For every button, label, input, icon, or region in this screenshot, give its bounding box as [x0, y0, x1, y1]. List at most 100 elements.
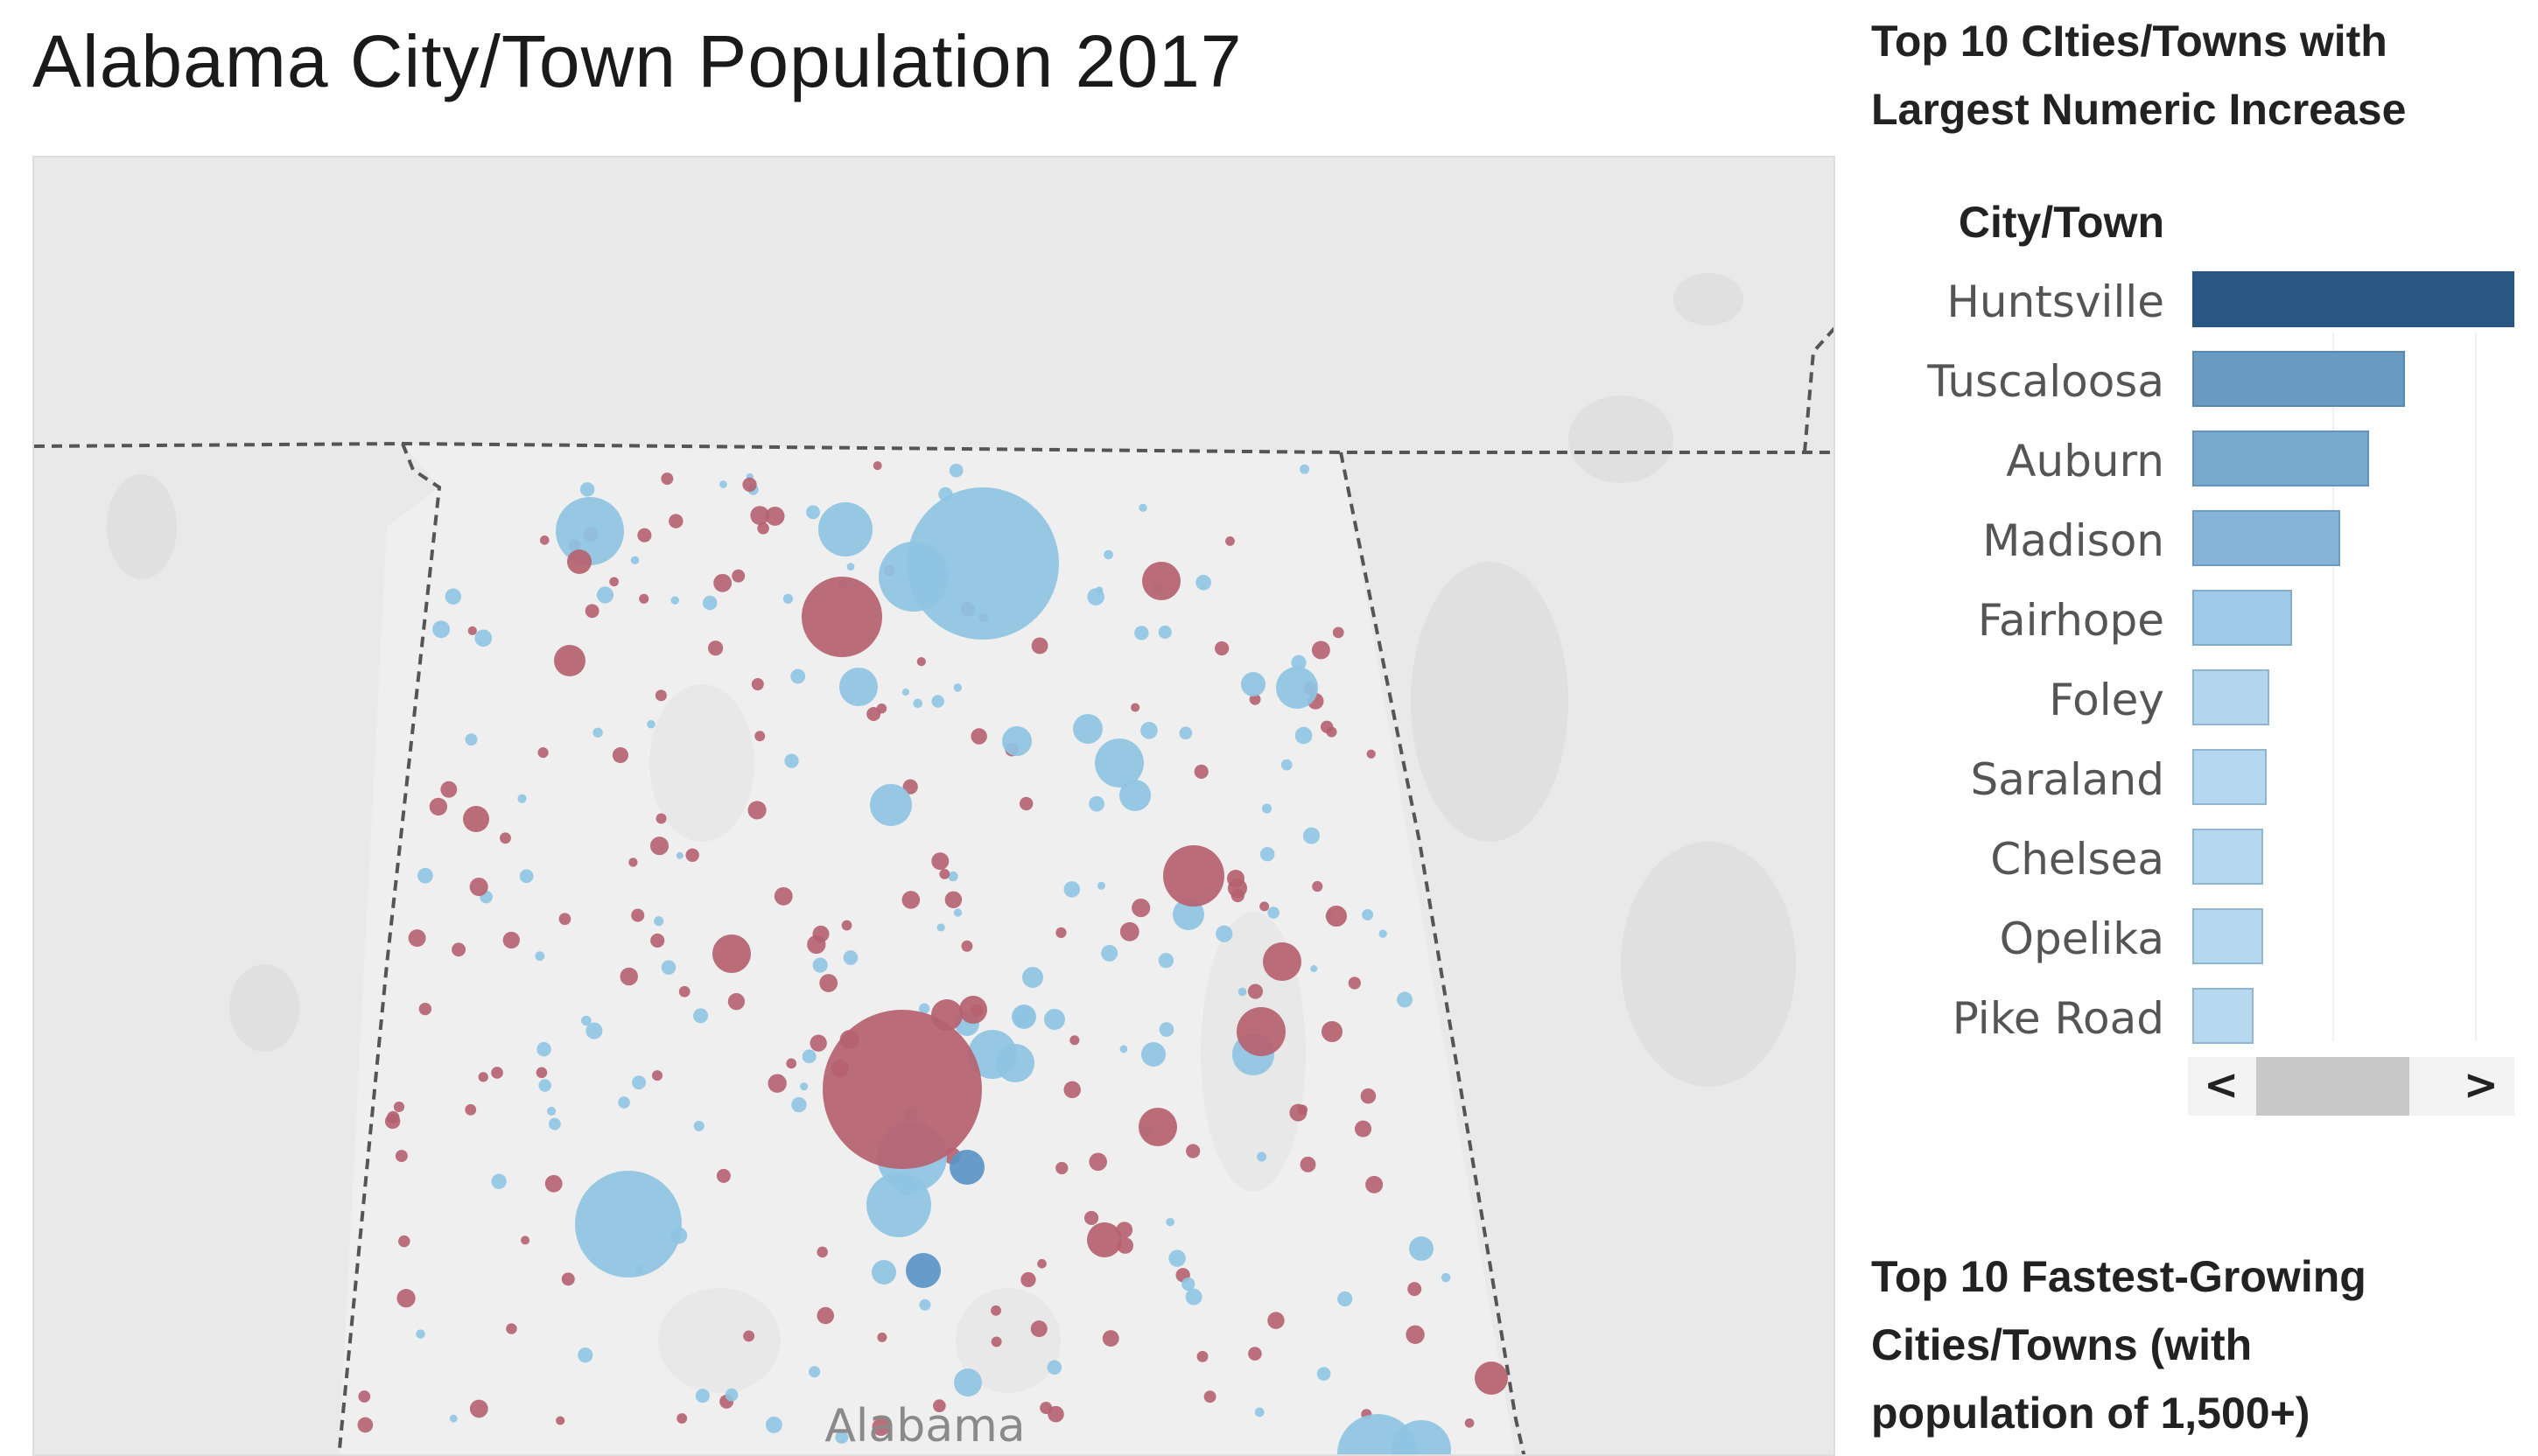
city-increase-dot: [1294, 726, 1313, 745]
city-increase-dot: [843, 950, 859, 965]
horizontal-scrollbar[interactable]: < >: [2188, 1057, 2514, 1116]
city-decrease-dot: [467, 626, 477, 636]
city-decrease-dot: [502, 931, 520, 949]
city-decrease-dot: [707, 640, 724, 656]
heading-line: Cities/Towns (with: [1871, 1320, 2253, 1369]
scroll-right-icon[interactable]: >: [2463, 1060, 2499, 1110]
city-decrease-dot: [757, 522, 769, 535]
city-decrease-dot: [612, 746, 628, 764]
city-increase-dot: [581, 1015, 592, 1026]
city-decrease-dot: [732, 569, 746, 583]
city-increase-dot: [1302, 827, 1321, 844]
bar-auburn[interactable]: [2192, 430, 2370, 486]
terrain-shape: [649, 684, 754, 842]
bar-row[interactable]: Fairhope: [1899, 588, 2520, 668]
city-increase-dot: [1185, 1288, 1202, 1306]
city-decrease-dot: [931, 852, 950, 871]
city-increase-dot: [1261, 803, 1273, 814]
bar-chart: Huntsville Tuscaloosa Auburn Madison Fairhop…: [1899, 270, 2520, 1066]
city-decrease-dot: [1249, 693, 1261, 705]
city-decrease-dot: [743, 1330, 755, 1342]
city-increase-dot: [936, 923, 945, 932]
terrain-shape: [658, 1288, 781, 1393]
city-increase-dot: [536, 1041, 551, 1057]
city-increase-circle: [575, 1171, 682, 1278]
city-increase-dot: [1300, 464, 1310, 474]
city-decrease-dot: [1055, 1161, 1069, 1175]
bar-huntsville[interactable]: [2192, 271, 2514, 327]
city-increase-dot: [1195, 574, 1211, 591]
city-increase-circle: [950, 1150, 985, 1185]
city-decrease-dot: [1186, 1144, 1201, 1158]
city-increase-dot: [632, 1075, 647, 1090]
city-decrease-dot: [452, 942, 466, 957]
bar-row[interactable]: Foley: [1899, 668, 2520, 747]
city-decrease-dot: [685, 848, 699, 863]
city-increase-dot: [538, 1079, 551, 1092]
bar-fairhope[interactable]: [2192, 590, 2293, 646]
city-increase-dot: [782, 593, 794, 604]
city-decrease-dot: [1332, 626, 1344, 639]
bar-opelika[interactable]: [2192, 908, 2263, 964]
bar-row[interactable]: Huntsville: [1899, 270, 2520, 349]
city-increase-dot: [548, 1117, 561, 1130]
city-increase-dot: [1063, 881, 1081, 898]
city-decrease-dot: [876, 703, 887, 714]
city-decrease-dot: [841, 920, 852, 931]
city-increase-dot: [474, 629, 493, 648]
city-decrease-dot: [536, 1067, 548, 1079]
population-map[interactable]: Alabama: [32, 156, 1835, 1456]
terrain-shape: [1621, 842, 1796, 1087]
scroll-thumb[interactable]: [2256, 1057, 2409, 1116]
city-decrease-dot: [395, 1150, 408, 1163]
city-decrease-dot: [1259, 901, 1270, 912]
bar-foley[interactable]: [2192, 669, 2270, 725]
city-increase-dot: [1158, 625, 1172, 639]
city-decrease-dot: [1048, 1405, 1064, 1423]
scroll-left-icon[interactable]: <: [2204, 1060, 2240, 1110]
city-decrease-dot: [628, 858, 638, 867]
bar-row[interactable]: Chelsea: [1899, 827, 2520, 906]
city-decrease-circle: [1322, 1021, 1343, 1042]
bar-row[interactable]: Tuscaloosa: [1899, 349, 2520, 429]
city-increase-circle: [818, 502, 873, 556]
fastest-growing-heading: Top 10 Fastest-Growing Cities/Towns (wit…: [1871, 1242, 2366, 1447]
city-decrease-dot: [1300, 1156, 1316, 1172]
city-decrease-dot: [1102, 1330, 1119, 1348]
city-decrease-circle: [1087, 1222, 1122, 1257]
city-increase-dot: [846, 563, 855, 571]
map-canvas[interactable]: Alabama: [34, 158, 1835, 1456]
city-increase-dot: [630, 556, 640, 565]
bar-row[interactable]: Opelika: [1899, 906, 2520, 986]
city-decrease-dot: [750, 506, 770, 525]
city-decrease-circle: [1326, 906, 1347, 927]
bar-tuscaloosa[interactable]: [2192, 351, 2405, 407]
bar-row[interactable]: Saraland: [1899, 747, 2520, 827]
city-increase-dot: [1159, 1022, 1174, 1037]
bar-row[interactable]: Pike Road: [1899, 986, 2520, 1066]
city-increase-dot: [1089, 795, 1104, 812]
city-increase-dot: [596, 586, 614, 604]
city-decrease-dot: [1031, 637, 1048, 654]
city-increase-circle: [907, 487, 1059, 640]
bar-madison[interactable]: [2192, 510, 2341, 566]
bar-chelsea[interactable]: [2192, 829, 2263, 885]
city-decrease-dot: [873, 461, 882, 471]
bar-saraland[interactable]: [2192, 749, 2267, 805]
city-decrease-dot: [713, 573, 733, 592]
bar-row[interactable]: Madison: [1899, 508, 2520, 588]
city-increase-circle: [1013, 1006, 1034, 1027]
city-increase-circle: [872, 1260, 896, 1284]
bar-label: Pike Road: [1952, 993, 2164, 1044]
city-decrease-dot: [754, 731, 766, 742]
bar-row[interactable]: Auburn: [1899, 429, 2520, 508]
column-header-city-town[interactable]: City/Town: [1958, 198, 2164, 247]
city-increase-dot: [693, 1120, 705, 1131]
city-increase-dot: [693, 1008, 709, 1024]
city-decrease-dot: [971, 728, 987, 745]
city-increase-dot: [1216, 925, 1233, 942]
bar-pike-road[interactable]: [2192, 988, 2254, 1044]
city-increase-dot: [1087, 588, 1104, 606]
state-border-east: [1339, 452, 1526, 1454]
city-increase-dot: [1168, 1250, 1186, 1267]
